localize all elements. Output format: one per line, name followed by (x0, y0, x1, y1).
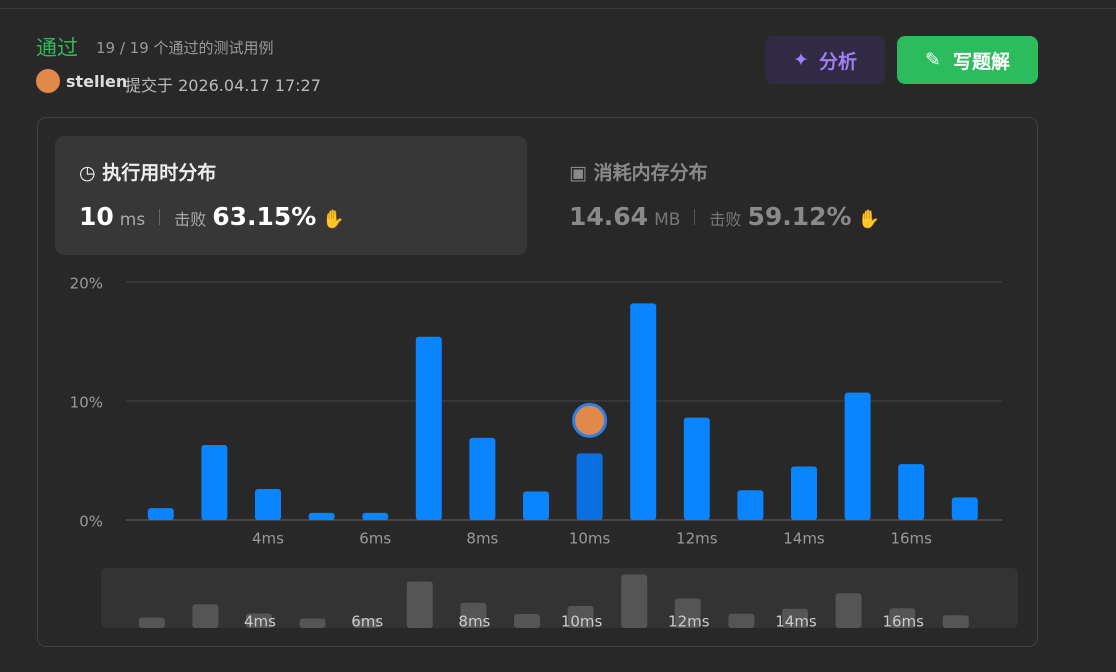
bar (415, 336, 442, 520)
memory-title-text: 消耗内存分布 (593, 162, 708, 184)
x-tick-label: 16ms (890, 530, 932, 548)
navigator-bar (138, 617, 165, 628)
navigator[interactable] (101, 568, 1018, 628)
navigator-label: 12ms (668, 613, 710, 631)
bar (576, 453, 603, 520)
bar (362, 512, 389, 520)
submitted: 提交于 2026.04.17 17:27 (125, 76, 321, 95)
y-tick-label: 0% (79, 513, 103, 531)
memory-value: 14.64 (569, 202, 649, 231)
navigator-bar (514, 614, 540, 628)
card (37, 117, 1038, 647)
bar (147, 508, 174, 520)
x-tick-label: 8ms (466, 530, 498, 548)
runtime-title-text: 执行用时分布 (102, 162, 217, 184)
navigator-label: 16ms (882, 613, 924, 631)
navigator-bar (299, 618, 326, 628)
x-tick-label: 12ms (676, 530, 718, 548)
navigator-label: 8ms (458, 613, 490, 631)
memory-title: ▣ 消耗内存分布 (569, 162, 708, 184)
y-tick-label: 20% (70, 275, 103, 293)
navigator-bar (942, 615, 969, 628)
runtime-panel[interactable]: ◷ 执行用时分布 10 ms 击败 63.15% ✋ (55, 136, 527, 255)
x-tick-label: 14ms (783, 530, 825, 548)
runtime-beats: 63.15% (212, 202, 317, 231)
user[interactable]: stellen (66, 72, 128, 91)
bar (523, 491, 549, 520)
memory-panel[interactable]: ▣ 消耗内存分布 14.64 MB 击败 59.12% ✋ (545, 136, 1017, 255)
memory-unit: MB (654, 210, 681, 230)
y-tick-label: 10% (70, 394, 103, 412)
runtime-value: 10 (79, 202, 114, 231)
navigator-bar (192, 604, 219, 628)
memory-beats-label: 击败 (709, 210, 742, 229)
navigator-label: 4ms (244, 613, 276, 631)
divider (0, 8, 1116, 9)
navigator-bar (567, 606, 594, 628)
bar (630, 303, 657, 520)
runtime-title: ◷ 执行用时分布 (79, 162, 217, 184)
x-tick-label: 10ms (569, 530, 611, 548)
navigator-bar (460, 602, 487, 628)
memory-beats: 59.12% (747, 202, 852, 231)
navigator-bar (621, 574, 648, 628)
bar (201, 445, 228, 520)
avatar (36, 69, 60, 93)
bar (898, 464, 925, 520)
status: 通过 (36, 36, 78, 60)
navigator-bar (674, 598, 701, 628)
runtime-unit: ms (119, 210, 146, 230)
solution-button[interactable]: ✎ 写题解 (897, 36, 1038, 84)
bar (255, 489, 281, 520)
navigator-bar (889, 608, 916, 628)
bar (791, 466, 817, 520)
runtime-beats-label: 击败 (174, 210, 207, 229)
analyze-label: 分析 (818, 50, 857, 73)
navigator-label: 6ms (351, 613, 383, 631)
bar (308, 512, 335, 520)
navigator-bar (406, 581, 433, 628)
bar (844, 392, 871, 520)
x-tick-label: 6ms (359, 530, 391, 548)
bar (469, 437, 496, 520)
user-marker (572, 402, 608, 438)
navigator-label: 10ms (561, 613, 603, 631)
navigator-bar (835, 593, 862, 628)
navigator-label: 14ms (775, 613, 817, 631)
navigator-bar (728, 613, 755, 628)
bar (737, 490, 764, 520)
navigator-bar (353, 618, 380, 628)
navigator-bar (782, 608, 808, 628)
navigator-bar (246, 613, 272, 628)
analyze-button[interactable]: ✦ 分析 (765, 36, 885, 84)
cases: 19 / 19 个通过的测试用例 (96, 39, 274, 57)
bar (683, 417, 710, 520)
bar (951, 497, 978, 520)
solution-label: 写题解 (952, 50, 1010, 73)
x-tick-label: 4ms (252, 530, 284, 548)
